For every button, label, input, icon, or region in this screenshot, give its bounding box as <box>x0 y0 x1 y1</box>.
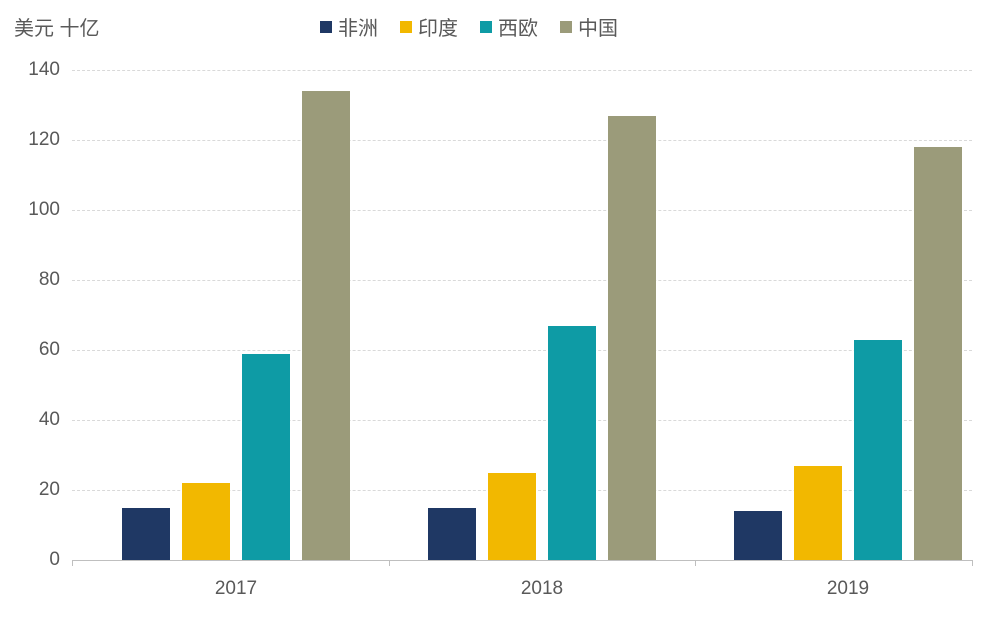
legend: 非洲 印度 西欧 中国 <box>320 12 618 41</box>
bar <box>302 91 350 560</box>
gridline <box>72 210 972 211</box>
bar <box>854 340 902 561</box>
gridline <box>72 420 972 421</box>
bar <box>914 147 962 560</box>
gridline <box>72 140 972 141</box>
legend-item: 西欧 <box>480 12 538 41</box>
legend-swatch <box>400 21 412 33</box>
legend-label: 西欧 <box>498 12 538 41</box>
chart: 美元 十亿 非洲印度西欧中国 0204060801001201402017201… <box>0 0 1000 630</box>
gridline <box>72 70 972 71</box>
bar <box>794 466 842 561</box>
y-axis-title: 美元 十亿 <box>14 12 100 41</box>
y-tick-label: 100 <box>10 199 60 221</box>
x-tick-mark <box>972 560 973 566</box>
y-tick-label: 20 <box>10 479 60 501</box>
x-tick-mark <box>695 560 696 566</box>
x-tick-label: 2017 <box>215 578 257 600</box>
y-tick-label: 60 <box>10 339 60 361</box>
bar <box>122 508 170 561</box>
bar <box>608 116 656 561</box>
legend-item: 非洲 <box>320 12 378 41</box>
bar <box>428 508 476 561</box>
bar <box>182 483 230 560</box>
legend-swatch <box>320 21 332 33</box>
x-axis-line <box>72 560 972 561</box>
legend-label: 印度 <box>418 12 458 41</box>
plot-area: 020406080100120140201720182019 <box>72 70 972 560</box>
bar <box>548 326 596 561</box>
legend-swatch <box>480 21 492 33</box>
y-tick-label: 0 <box>10 549 60 571</box>
legend-item: 中国 <box>560 12 618 41</box>
legend-label: 中国 <box>578 12 618 41</box>
bar <box>734 511 782 560</box>
legend-label: 非洲 <box>338 12 378 41</box>
gridline <box>72 280 972 281</box>
x-tick-label: 2019 <box>827 578 869 600</box>
y-tick-label: 40 <box>10 409 60 431</box>
gridline <box>72 350 972 351</box>
bar <box>488 473 536 561</box>
x-tick-mark <box>72 560 73 566</box>
x-tick-mark <box>389 560 390 566</box>
legend-item: 印度 <box>400 12 458 41</box>
y-tick-label: 120 <box>10 129 60 151</box>
y-tick-label: 80 <box>10 269 60 291</box>
legend-swatch <box>560 21 572 33</box>
bar <box>242 354 290 561</box>
y-tick-label: 140 <box>10 59 60 81</box>
x-tick-label: 2018 <box>521 578 563 600</box>
